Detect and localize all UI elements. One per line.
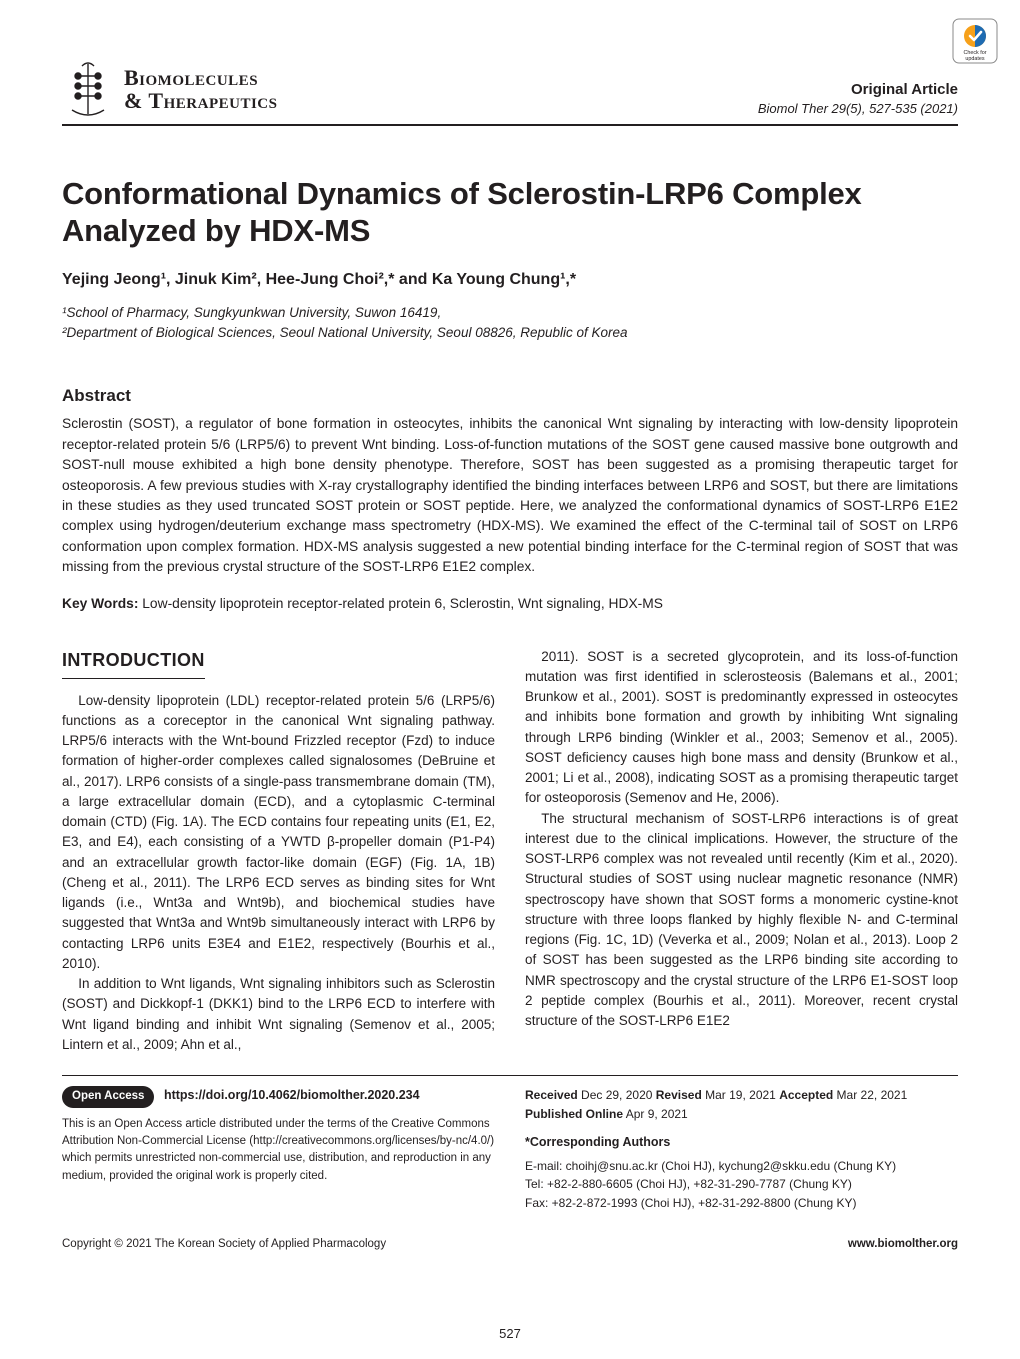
article-type: Original Article: [758, 79, 958, 100]
affiliations: ¹School of Pharmacy, Sungkyunkwan Univer…: [62, 303, 958, 342]
intro-paragraph-4: The structural mechanism of SOST-LRP6 in…: [525, 809, 958, 1032]
doi-link[interactable]: https://doi.org/10.4062/biomolther.2020.…: [164, 1088, 420, 1102]
intro-paragraph-2: In addition to Wnt ligands, Wnt signalin…: [62, 974, 495, 1055]
doi-line: Open Access https://doi.org/10.4062/biom…: [62, 1086, 495, 1108]
corresponding-heading: *Corresponding Authors: [525, 1133, 958, 1152]
license-text: This is an Open Access article distribut…: [62, 1116, 495, 1185]
journal-brand-text: Biomolecules & Therapeutics: [124, 66, 277, 112]
article-title: Conformational Dynamics of Sclerostin-LR…: [62, 176, 958, 249]
copyright-text: Copyright © 2021 The Korean Society of A…: [62, 1238, 386, 1250]
journal-meta: Original Article Biomol Ther 29(5), 527-…: [758, 79, 958, 118]
corresponding-email: E-mail: choihj@snu.ac.kr (Choi HJ), kych…: [525, 1157, 958, 1176]
footer-divider: [62, 1075, 958, 1076]
page-number: 527: [0, 1326, 1020, 1341]
received-date: Dec 29, 2020: [578, 1088, 656, 1102]
published-date: Apr 9, 2021: [623, 1107, 688, 1121]
journal-header-bar: Biomolecules & Therapeutics Original Art…: [62, 60, 958, 126]
intro-paragraph-1: Low-density lipoprotein (LDL) receptor-r…: [62, 691, 495, 975]
abstract-body: Sclerostin (SOST), a regulator of bone f…: [62, 414, 958, 577]
accepted-label: Accepted: [779, 1088, 833, 1102]
footer-info-block: Open Access https://doi.org/10.4062/biom…: [62, 1086, 958, 1212]
section-heading-introduction: INTRODUCTION: [62, 647, 205, 679]
corresponding-tel: Tel: +82-2-880-6605 (Choi HJ), +82-31-29…: [525, 1175, 958, 1194]
brand-line2: & Therapeutics: [124, 89, 277, 112]
keywords-line: Key Words: Low-density lipoprotein recep…: [62, 596, 958, 611]
journal-reference: Biomol Ther 29(5), 527-535 (2021): [758, 100, 958, 118]
journal-logo-icon: [62, 60, 114, 118]
revised-date: Mar 19, 2021: [702, 1088, 779, 1102]
received-label: Received: [525, 1088, 578, 1102]
open-access-pill: Open Access: [62, 1086, 154, 1108]
author-list: Yejing Jeong¹, Jinuk Kim², Hee-Jung Choi…: [62, 271, 958, 289]
page-footer: Copyright © 2021 The Korean Society of A…: [62, 1238, 958, 1250]
article-history-block: Received Dec 29, 2020 Revised Mar 19, 20…: [525, 1086, 958, 1212]
accepted-date: Mar 22, 2021: [833, 1088, 907, 1102]
history-line: Received Dec 29, 2020 Revised Mar 19, 20…: [525, 1086, 958, 1123]
intro-paragraph-3: 2011). SOST is a secreted glycoprotein, …: [525, 647, 958, 809]
published-label: Published Online: [525, 1107, 623, 1121]
corresponding-fax: Fax: +82-2-872-1993 (Choi HJ), +82-31-29…: [525, 1194, 958, 1213]
abstract-heading: Abstract: [62, 386, 958, 406]
keywords-text: Low-density lipoprotein receptor-related…: [138, 596, 663, 611]
introduction-section: INTRODUCTION Low-density lipoprotein (LD…: [62, 647, 958, 1056]
check-updates-badge[interactable]: Check for updates: [952, 18, 998, 69]
affiliation-1: ¹School of Pharmacy, Sungkyunkwan Univer…: [62, 303, 958, 323]
revised-label: Revised: [656, 1088, 702, 1102]
brand-line1: Biomolecules: [124, 66, 277, 89]
affiliation-2: ²Department of Biological Sciences, Seou…: [62, 323, 958, 343]
journal-brand: Biomolecules & Therapeutics: [62, 60, 277, 118]
open-access-block: Open Access https://doi.org/10.4062/biom…: [62, 1086, 495, 1212]
journal-website[interactable]: www.biomolther.org: [848, 1238, 958, 1250]
badge-bottom-text: updates: [965, 56, 984, 62]
keywords-label: Key Words:: [62, 596, 138, 611]
